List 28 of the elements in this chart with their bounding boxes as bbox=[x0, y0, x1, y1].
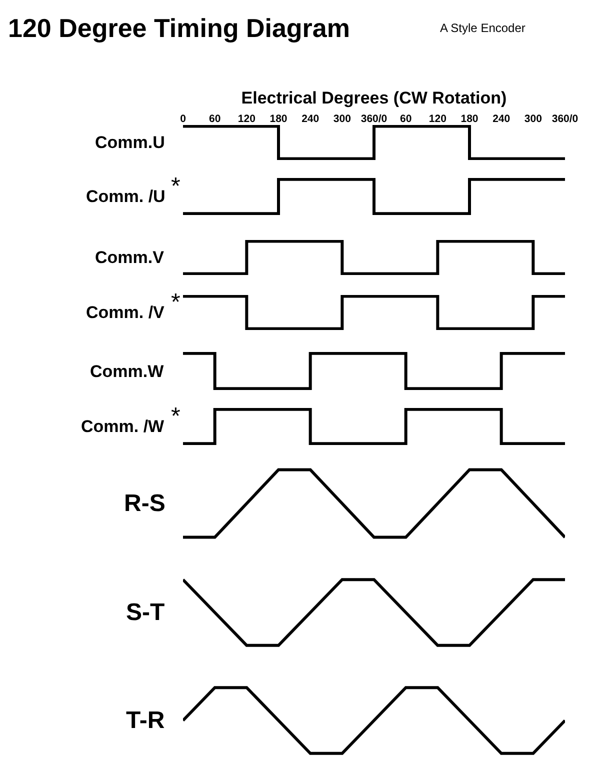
x2-axis-title: Electrical Degrees (CW Rotation) bbox=[241, 88, 507, 108]
x-tick-label: 0 bbox=[180, 112, 186, 125]
x-tick-label: 360/0 bbox=[552, 112, 578, 125]
x-tick-label: 360/0 bbox=[360, 112, 388, 125]
x-tick-label: 120 bbox=[428, 112, 447, 125]
chart-title: 120 Degree Timing Diagram bbox=[8, 13, 350, 44]
x-tick-label: 180 bbox=[270, 112, 288, 125]
y-axis-title: R-S bbox=[124, 490, 166, 517]
x-tick-label: 300 bbox=[524, 112, 542, 125]
annotation: * bbox=[171, 289, 180, 316]
x-tick-label: 300 bbox=[333, 112, 352, 125]
annotation: * bbox=[171, 403, 180, 430]
y-axis-title: Comm.W bbox=[90, 362, 165, 381]
y-axis-title: S-T bbox=[126, 599, 165, 626]
x-tick-label: 120 bbox=[238, 112, 256, 125]
chart-subtitle: A Style Encoder bbox=[440, 21, 526, 35]
x-tick-label: 60 bbox=[400, 112, 412, 125]
x-tick-label: 240 bbox=[492, 112, 510, 125]
y-axis-title: T-R bbox=[126, 707, 165, 734]
y-axis-title: Comm. /V bbox=[86, 303, 166, 322]
x-tick-label: 60 bbox=[208, 112, 221, 125]
y-axis-title: Comm. /U bbox=[86, 187, 166, 206]
x-tick-label: 180 bbox=[460, 112, 478, 125]
y-axis-title: Comm.U bbox=[95, 133, 165, 152]
y-axis-title: Comm. /W bbox=[81, 417, 166, 436]
x-tick-label: 240 bbox=[302, 112, 320, 125]
annotation: * bbox=[171, 173, 180, 200]
y-axis-title: Comm.V bbox=[95, 248, 165, 267]
